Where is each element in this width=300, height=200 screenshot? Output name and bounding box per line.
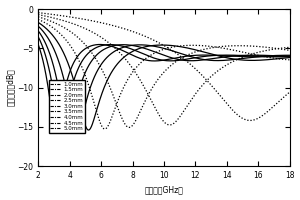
1.5mm [189,99,193,101]
1.0mm [189,63,193,66]
4.0mm [66,130,70,133]
2.5mm [227,48,231,50]
4.5mm [197,56,200,58]
Y-axis label: 反射损耗（dB）: 反射损耗（dB） [6,69,15,106]
3.0mm [197,49,200,52]
5.0mm [197,54,200,56]
3.0mm [227,57,231,59]
4.0mm [253,54,257,56]
3.0mm [87,129,90,131]
5.0mm [54,131,58,134]
2.0mm [197,50,200,52]
1.0mm [227,105,231,107]
1.0mm [196,70,200,73]
4.5mm [288,56,292,58]
2.5mm [288,59,292,61]
Line: 2.5mm: 2.5mm [38,19,290,129]
4.0mm [52,65,56,68]
3.5mm [227,59,231,61]
3.0mm [189,48,193,50]
2.0mm [227,45,231,47]
1.0mm [36,11,40,14]
4.5mm [227,54,231,56]
2.5mm [183,44,186,47]
Line: 1.5mm: 1.5mm [38,15,290,125]
1.5mm [227,62,231,65]
2.0mm [189,52,193,55]
Line: 4.5mm: 4.5mm [38,37,290,132]
4.5mm [36,36,40,38]
4.0mm [189,60,193,62]
1.5mm [36,13,40,16]
4.5mm [60,131,63,133]
Line: 3.0mm: 3.0mm [38,22,290,130]
4.0mm [197,59,200,62]
1.0mm [52,13,56,16]
5.0mm [189,54,193,57]
3.5mm [253,56,257,58]
2.5mm [189,44,193,47]
4.0mm [36,30,40,32]
3.5mm [52,47,56,50]
2.0mm [253,45,257,47]
3.5mm [189,56,193,58]
5.0mm [36,43,40,46]
3.5mm [36,25,40,27]
1.0mm [288,91,292,93]
4.0mm [288,55,292,57]
2.0mm [128,126,131,129]
Legend: 1.0mm, 1.5mm, 2.0mm, 2.5mm, 3.0mm, 3.5mm, 4.0mm, 4.5mm, 5.0mm: 1.0mm, 1.5mm, 2.0mm, 2.5mm, 3.0mm, 3.5mm… [49,80,85,133]
2.0mm [183,55,186,58]
3.0mm [52,35,56,38]
5.0mm [227,55,231,57]
1.0mm [253,118,257,121]
2.5mm [52,27,56,29]
2.0mm [52,21,56,24]
3.5mm [197,57,200,60]
5.0mm [52,124,56,127]
2.0mm [288,49,292,52]
Line: 2.0mm: 2.0mm [38,17,290,127]
5.0mm [288,55,292,58]
Line: 3.5mm: 3.5mm [38,26,290,131]
1.5mm [168,124,172,126]
1.0mm [182,58,186,60]
X-axis label: 頻　率（GHz）: 頻 率（GHz） [145,185,183,194]
3.0mm [36,21,40,24]
3.5mm [183,54,186,56]
4.0mm [227,55,231,58]
3.0mm [253,59,257,62]
4.5mm [189,57,193,60]
1.0mm [248,119,252,122]
2.5mm [36,18,40,21]
1.5mm [197,88,200,91]
1.5mm [183,109,186,111]
3.0mm [288,56,292,59]
4.5mm [52,92,56,94]
4.5mm [253,55,257,57]
3.5mm [75,130,79,132]
1.5mm [253,52,257,54]
Line: 5.0mm: 5.0mm [38,44,290,132]
3.5mm [288,54,292,56]
1.5mm [52,17,56,19]
1.5mm [288,46,292,49]
Line: 4.0mm: 4.0mm [38,31,290,131]
Line: 1.0mm: 1.0mm [38,13,290,120]
2.5mm [103,128,107,130]
5.0mm [183,55,186,58]
4.0mm [183,59,186,62]
3.0mm [183,46,186,49]
2.0mm [36,16,40,18]
2.5mm [253,54,257,56]
4.5mm [183,58,186,61]
5.0mm [253,56,257,58]
2.5mm [197,44,200,47]
